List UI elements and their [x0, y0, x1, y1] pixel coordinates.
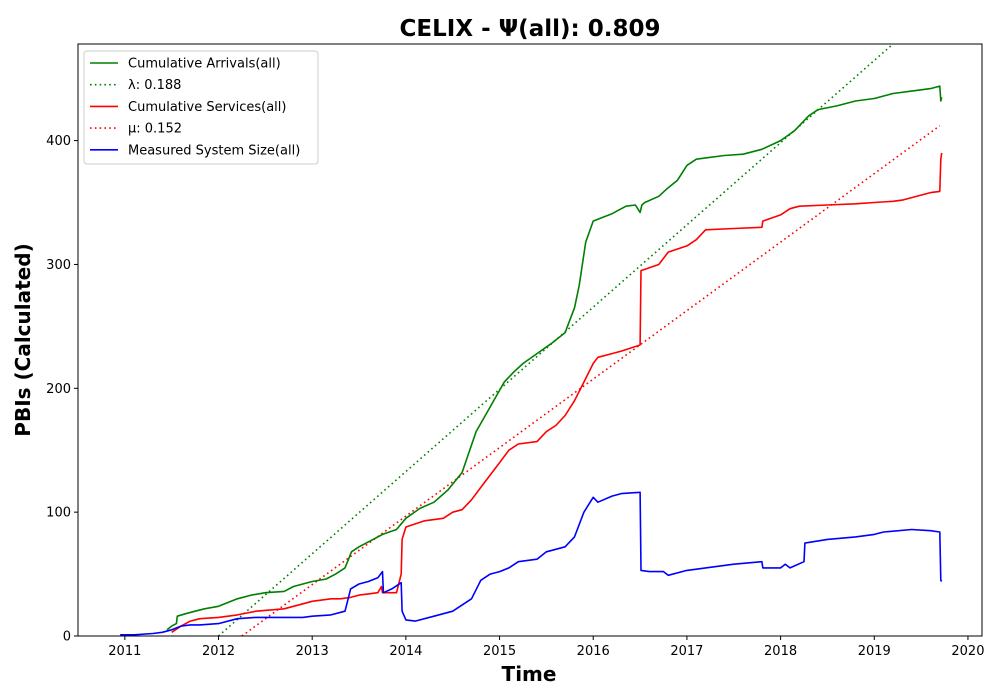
- x-tick-label: 2013: [296, 644, 329, 659]
- legend-label-measured-system-size-all: Measured System Size(all): [128, 143, 300, 158]
- y-tick-label: 100: [46, 506, 71, 521]
- y-axis: 0 100 200 300 400: [46, 134, 78, 645]
- x-tick-label: 2014: [389, 644, 422, 659]
- x-tick-label: 2019: [858, 644, 891, 659]
- plot-area: [120, 44, 943, 636]
- x-tick-label: 2018: [764, 644, 797, 659]
- x-tick-label: 2017: [670, 644, 703, 659]
- series-line-0-152: [241, 125, 941, 636]
- x-tick-label: 2015: [483, 644, 516, 659]
- y-tick-label: 200: [46, 382, 71, 397]
- legend-label-0-152: μ: 0.152: [128, 122, 182, 137]
- legend-label-cumulative-arrivals-all: Cumulative Arrivals(all): [128, 57, 281, 72]
- series-line-0-188: [217, 44, 894, 636]
- x-axis: 2011 2012 2013 2014 2015 2016 2017 2018 2019 2020: [108, 636, 984, 659]
- x-tick-label: 2020: [951, 644, 984, 659]
- y-axis-title: PBIs (Calculated): [11, 243, 35, 436]
- legend-label-0-188: λ: 0.188: [128, 78, 181, 93]
- plot-frame: [77, 43, 983, 637]
- legend-box: [83, 50, 319, 165]
- series-line-cumulative-services-all: [171, 152, 943, 633]
- x-tick-label: 2016: [577, 644, 610, 659]
- y-tick-label: 300: [46, 258, 71, 273]
- chart-title: CELIX - Ψ(all): 0.809: [400, 16, 661, 42]
- series-line-cumulative-arrivals-all: [166, 85, 943, 631]
- x-axis-title: Time: [502, 662, 557, 686]
- legend: Cumulative Arrivals(all) λ: 0.188 Cumulati…: [83, 50, 319, 165]
- legend-label-cumulative-services-all: Cumulative Services(all): [128, 100, 286, 115]
- series-line-measured-system-size-all: [120, 491, 943, 636]
- x-tick-label: 2011: [108, 644, 141, 659]
- y-tick-label: 0: [63, 630, 71, 645]
- x-tick-label: 2012: [202, 644, 235, 659]
- y-tick-label: 400: [46, 134, 71, 149]
